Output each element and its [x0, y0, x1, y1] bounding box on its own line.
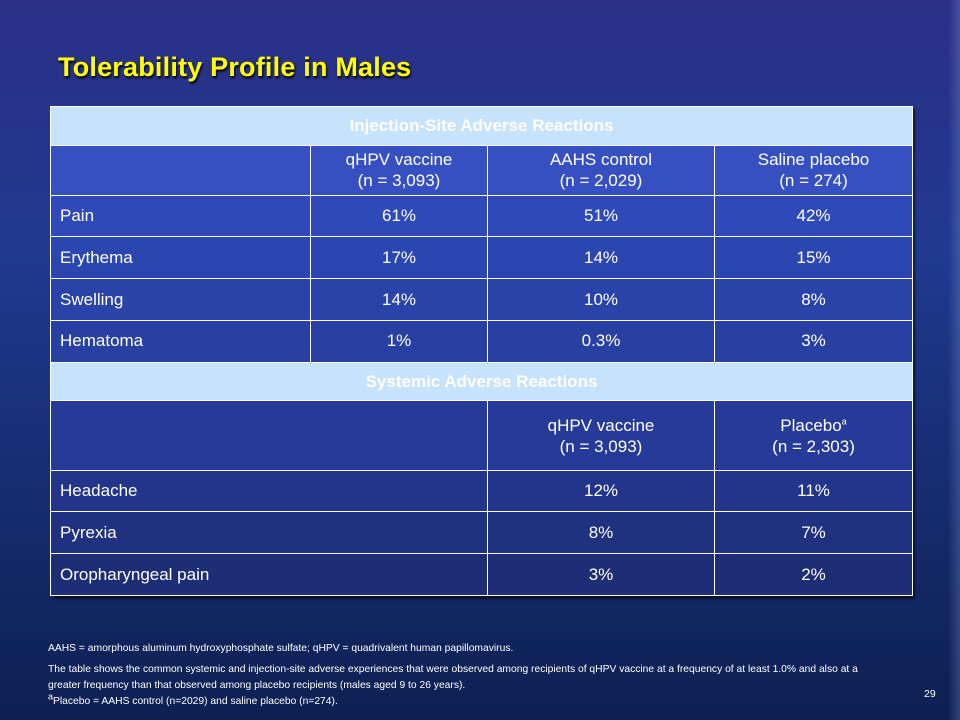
- cell-value: 3%: [713, 319, 914, 363]
- cell-value: 61%: [310, 194, 488, 238]
- row-label: Swelling: [50, 278, 311, 321]
- col-n: (n = 2,303): [772, 436, 855, 456]
- cell-value: 3%: [487, 553, 715, 596]
- cell-value: 15%: [713, 236, 914, 280]
- cell-value: 1%: [310, 319, 488, 363]
- cell-value: 7%: [713, 511, 914, 555]
- table-row: Erythema 17% 14% 15%: [50, 236, 914, 280]
- cell-value: 2%: [713, 553, 914, 596]
- injection-col-header-2: AAHS control (n = 2,029): [487, 144, 715, 196]
- description-line-1: The table shows the common systemic and …: [48, 664, 858, 675]
- cell-value: 11%: [713, 469, 914, 513]
- systemic-header-empty: [50, 400, 488, 471]
- col-n: (n = 3,093): [357, 171, 441, 191]
- right-edge-decoration: [948, 0, 960, 720]
- footnote-marker: a: [841, 415, 847, 426]
- row-label: Erythema: [50, 236, 311, 280]
- footnotes: AAHS = amorphous aluminum hydroxyphospha…: [48, 641, 908, 710]
- row-label: Pyrexia: [50, 511, 488, 555]
- systemic-header-row: qHPV vaccine (n = 3,093) Placeboa (n = 2…: [50, 400, 914, 471]
- row-label: Pain: [50, 194, 311, 238]
- row-label: Oropharyngeal pain: [50, 553, 488, 596]
- table-row: Hematoma 1% 0.3% 3%: [50, 319, 914, 363]
- col-name: Saline placebo: [757, 150, 870, 170]
- table-row: Swelling 14% 10% 8%: [50, 278, 914, 321]
- injection-header-row: qHPV vaccine (n = 3,093) AAHS control (n…: [50, 144, 914, 196]
- injection-header-empty: [50, 144, 311, 196]
- page-number: 29: [924, 688, 936, 700]
- col-n: (n = 2,029): [559, 171, 643, 191]
- cell-value: 17%: [310, 236, 488, 280]
- injection-col-header-3: Saline placebo (n = 274): [713, 144, 914, 196]
- systemic-col-header-2: Placeboa (n = 2,303): [713, 400, 914, 471]
- cell-value: 10%: [487, 278, 715, 321]
- description-note: The table shows the common systemic and …: [48, 662, 908, 694]
- cell-value: 8%: [487, 511, 715, 555]
- slide-title: Tolerability Profile in Males: [58, 52, 412, 82]
- placebo-note-text: Placebo = AAHS control (n=2029) and sali…: [53, 696, 338, 707]
- cell-value: 51%: [487, 194, 715, 238]
- footnote-marker: a: [48, 691, 54, 702]
- col-name: qHPV vaccine: [547, 415, 655, 435]
- injection-section-title: Injection-Site Adverse Reactions: [49, 106, 914, 146]
- tolerability-table-container: Injection-Site Adverse Reactions qHPV va…: [49, 106, 914, 596]
- systemic-col-header-1: qHPV vaccine (n = 3,093): [487, 400, 715, 471]
- table-row: Pain 61% 51% 42%: [50, 194, 914, 238]
- col-name: AAHS control: [549, 150, 653, 170]
- placebo-note: aPlacebo = AAHS control (n=2029) and sal…: [48, 691, 908, 710]
- cell-value: 12%: [487, 469, 715, 513]
- cell-value: 8%: [713, 278, 914, 321]
- abbreviation-note: AAHS = amorphous aluminum hydroxyphospha…: [48, 643, 514, 654]
- tolerability-table: Injection-Site Adverse Reactions qHPV va…: [49, 106, 914, 596]
- cell-value: 14%: [487, 236, 715, 280]
- description-line-2: greater frequency than that observed amo…: [48, 680, 466, 691]
- cell-value: 0.3%: [487, 319, 715, 363]
- table-row: Oropharyngeal pain 3% 2%: [50, 553, 914, 596]
- injection-col-header-1: qHPV vaccine (n = 3,093): [310, 144, 488, 196]
- col-name: Placebo: [780, 415, 842, 435]
- cell-value: 14%: [310, 278, 488, 321]
- injection-section-row: Injection-Site Adverse Reactions: [49, 106, 914, 146]
- table-row: Pyrexia 8% 7%: [50, 511, 914, 555]
- col-n: (n = 3,093): [559, 436, 643, 456]
- cell-value: 42%: [713, 194, 914, 238]
- col-name: qHPV vaccine: [345, 150, 453, 170]
- systemic-section-row: Systemic Adverse Reactions: [49, 361, 914, 402]
- col-n: (n = 274): [779, 171, 848, 191]
- row-label: Headache: [50, 469, 488, 513]
- table-row: Headache 12% 11%: [50, 469, 914, 513]
- systemic-section-title: Systemic Adverse Reactions: [49, 361, 914, 402]
- row-label: Hematoma: [50, 319, 311, 363]
